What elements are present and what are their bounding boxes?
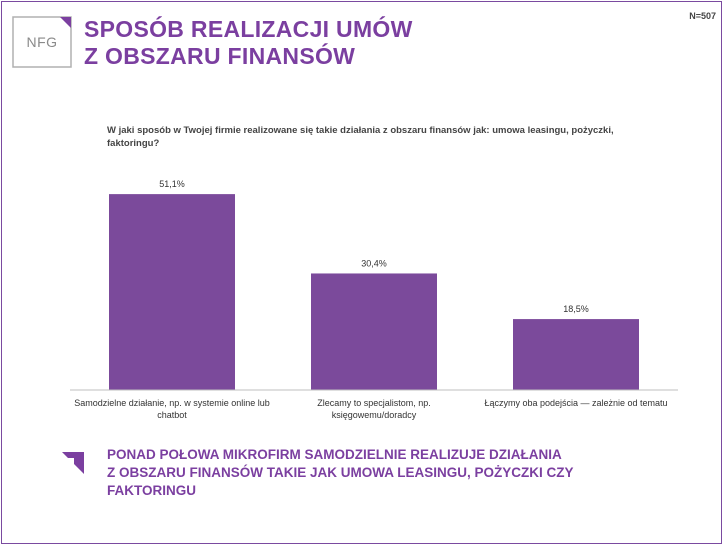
- bar-value-label-3: 18,5%: [563, 304, 589, 314]
- summary-line-3: FAKTORINGU: [107, 483, 197, 498]
- page-title-line-1: SPOSÓB REALIZACJI UMÓW: [84, 16, 413, 42]
- chart-question: W jaki sposób w Twojej firmie realizowan…: [107, 125, 614, 149]
- summary-line-1: PONAD POŁOWA MIKROFIRM SAMODZIELNIE REAL…: [107, 447, 562, 462]
- page-title: SPOSÓB REALIZACJI UMÓW Z OBSZARU FINANSÓ…: [84, 16, 413, 70]
- logo-corner-mark: [60, 17, 71, 28]
- logo-text: NFG: [26, 34, 58, 50]
- sample-size: N=507: [689, 11, 716, 21]
- bar-value-label-2: 30,4%: [361, 258, 387, 268]
- page-title-line-2: Z OBSZARU FINANSÓW: [84, 43, 356, 69]
- corner-arrow-icon: [62, 452, 84, 474]
- bar-value-label-1: 51,1%: [159, 179, 185, 189]
- bar-2: [311, 273, 437, 390]
- summary-text: PONAD POŁOWA MIKROFIRM SAMODZIELNIE REAL…: [107, 446, 647, 500]
- bar-3: [513, 319, 639, 390]
- summary-line-2: Z OBSZARU FINANSÓW TAKIE JAK UMOWA LEASI…: [107, 465, 574, 480]
- bar-1: [109, 194, 235, 390]
- category-label-2: Zlecamy to specjalistom, np. księgowemu/d…: [317, 398, 431, 420]
- logo-frame-icon: [12, 16, 72, 68]
- nfg-logo: NFG: [12, 16, 72, 68]
- category-label-1: Samodzielne działanie, np. w systemie on…: [74, 398, 270, 420]
- category-label-3: Łączymy oba podejścia — zależnie od tema…: [484, 398, 667, 408]
